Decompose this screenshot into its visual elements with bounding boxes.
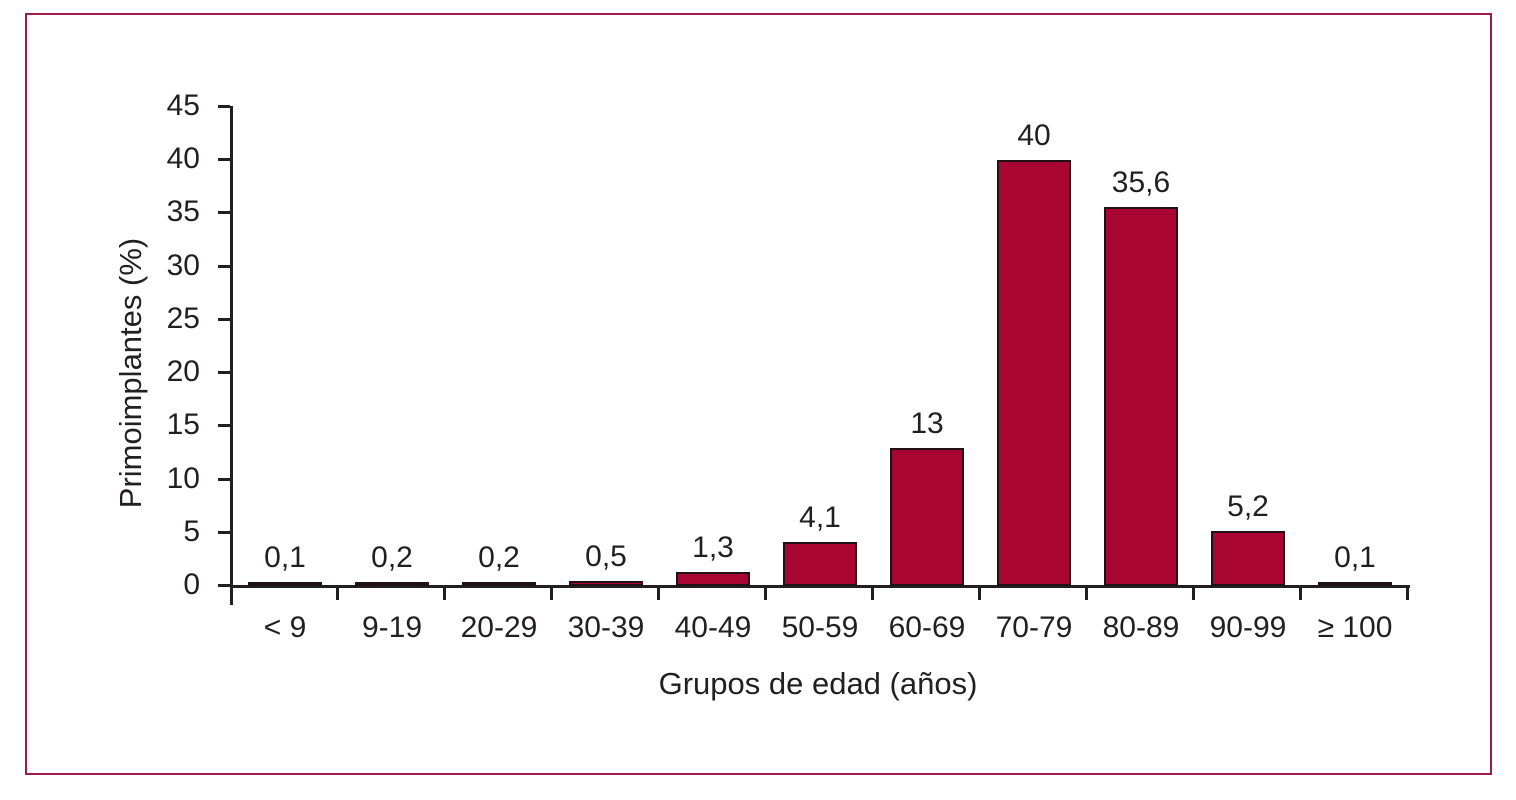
x-tick-label: 9-19 <box>361 611 423 644</box>
bar-value-label: 35,6 <box>1111 166 1171 199</box>
bar <box>997 160 1071 586</box>
x-tick <box>443 585 446 600</box>
x-tick-label: 40-49 <box>674 611 752 644</box>
y-tick <box>218 531 230 534</box>
x-tick-label: 60-69 <box>888 611 966 644</box>
bar-value-label: 40 <box>1017 119 1051 152</box>
x-tick-label: 90-99 <box>1209 611 1287 644</box>
bar-value-label: 4,1 <box>799 501 841 534</box>
x-tick <box>871 585 874 600</box>
bar <box>1318 582 1392 586</box>
x-tick-label: 80-89 <box>1102 611 1180 644</box>
y-tick <box>218 211 230 214</box>
y-tick <box>218 158 230 161</box>
bar <box>355 582 429 586</box>
bar <box>569 581 643 586</box>
x-tick <box>764 585 767 600</box>
bar <box>890 448 964 586</box>
y-tick-label: 0 <box>183 568 200 601</box>
bar <box>1104 207 1178 586</box>
bar-value-label: 1,3 <box>692 531 734 564</box>
x-tick <box>1299 585 1302 600</box>
y-tick <box>218 318 230 321</box>
y-tick <box>218 478 230 481</box>
bar-value-label: 0,1 <box>1334 541 1376 574</box>
bar-value-label: 13 <box>910 407 944 440</box>
y-tick <box>218 371 230 374</box>
figure-frame <box>25 13 1492 775</box>
y-tick <box>218 424 230 427</box>
y-tick-label: 10 <box>166 462 200 495</box>
y-tick-label: 5 <box>183 515 200 548</box>
x-tick-label: 30-39 <box>567 611 645 644</box>
x-tick-label: 70-79 <box>995 611 1073 644</box>
y-axis-line <box>230 106 233 605</box>
y-tick-label: 45 <box>166 89 200 122</box>
y-tick <box>218 584 230 587</box>
y-tick-label: 15 <box>166 408 200 441</box>
y-tick <box>218 265 230 268</box>
y-tick <box>218 105 230 108</box>
x-tick <box>1192 585 1195 600</box>
x-tick <box>1085 585 1088 600</box>
x-tick <box>1406 585 1409 600</box>
bar-value-label: 0,2 <box>478 541 520 574</box>
x-tick <box>657 585 660 600</box>
bar <box>248 582 322 586</box>
bar-value-label: 0,1 <box>264 541 306 574</box>
y-tick-label: 30 <box>166 249 200 282</box>
y-tick-label: 20 <box>166 355 200 388</box>
y-tick-label: 25 <box>166 302 200 335</box>
bar-value-label: 0,5 <box>585 540 627 573</box>
x-tick <box>550 585 553 600</box>
bar-value-label: 5,2 <box>1227 490 1269 523</box>
x-tick-label: 50-59 <box>781 611 859 644</box>
x-tick <box>978 585 981 600</box>
x-tick <box>336 585 339 600</box>
x-tick-label: ≥ 100 <box>1317 611 1393 644</box>
y-tick-label: 35 <box>166 195 200 228</box>
bar <box>783 542 857 586</box>
x-tick-label: 20-29 <box>460 611 538 644</box>
bar <box>462 582 536 586</box>
bar <box>1211 531 1285 586</box>
x-axis-line <box>230 585 1410 588</box>
x-tick-label: < 9 <box>263 611 307 644</box>
bar <box>676 572 750 586</box>
bar-value-label: 0,2 <box>371 541 413 574</box>
y-tick-label: 40 <box>166 142 200 175</box>
x-axis-title: Grupos de edad (años) <box>658 666 978 701</box>
